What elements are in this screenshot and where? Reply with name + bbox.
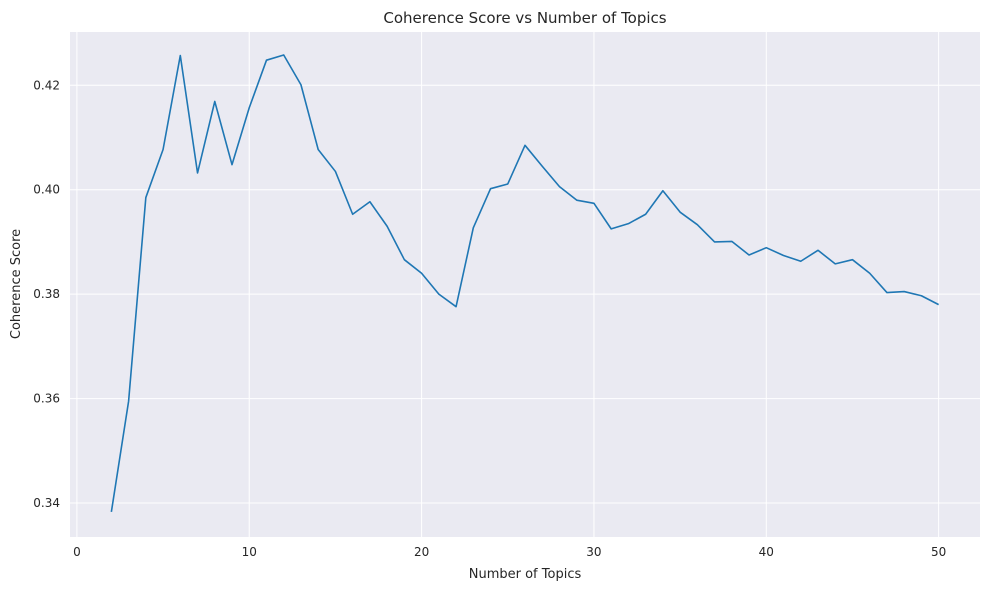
x-axis-ticks: 0 10 20 30 40 50 [73, 545, 946, 559]
y-axis-ticks: 0.34 0.36 0.38 0.40 0.42 [33, 78, 60, 510]
y-tick-label: 0.42 [33, 78, 60, 92]
grid [70, 32, 980, 537]
series-line [110, 54, 940, 513]
x-tick-label: 50 [931, 545, 946, 559]
plot-background [70, 32, 980, 537]
x-tick-label: 10 [242, 545, 257, 559]
x-tick-label: 30 [586, 545, 601, 559]
x-axis-label: Number of Topics [469, 567, 582, 582]
x-tick-label: 20 [414, 545, 429, 559]
chart-title: Coherence Score vs Number of Topics [383, 9, 666, 27]
y-tick-label: 0.40 [33, 183, 60, 197]
x-tick-label: 40 [759, 545, 774, 559]
y-tick-label: 0.38 [33, 287, 60, 301]
y-axis-label: Coherence Score [9, 229, 24, 339]
x-tick-label: 0 [73, 545, 81, 559]
y-tick-label: 0.36 [33, 392, 60, 406]
y-tick-label: 0.34 [33, 496, 60, 510]
series-group [110, 54, 940, 513]
